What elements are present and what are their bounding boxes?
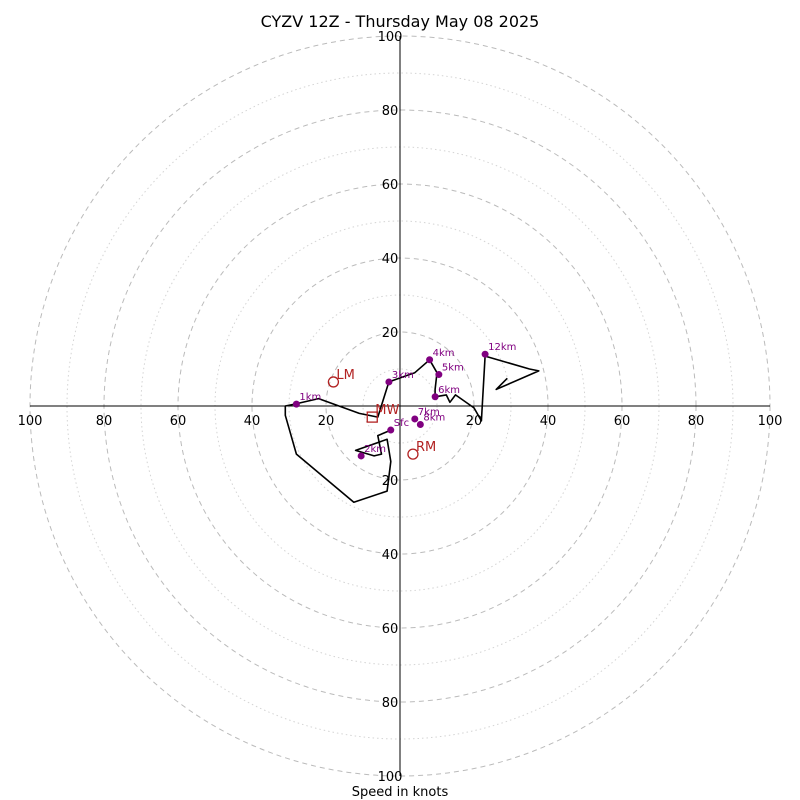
tick-label-right-60: 60 [614,414,631,429]
x-axis-label: Speed in knots [352,785,449,800]
tick-label-left-20: 20 [318,414,335,429]
tick-label-right-80: 80 [688,414,705,429]
tick-label-left-60: 60 [170,414,187,429]
height-label-7km: 7km [418,407,440,418]
height-marker-Sfc [387,426,395,434]
tick-label-left-80: 80 [96,414,113,429]
tick-labels: 100 80 60 40 20 20 40 60 80 100 100 80 60 40 20 20 40 60 8… [18,30,783,785]
height-marker-5km [435,371,443,379]
height-label-2km: 2km [364,444,386,455]
height-label-5km: 5km [442,363,464,374]
storm-motion-label-MW: MW [375,403,399,418]
chart-title: CYZV 12Z - Thursday May 08 2025 [261,12,540,31]
tick-label-top-60: 60 [382,178,399,193]
tick-label-bottom-40: 40 [382,548,399,563]
height-marker-1km [292,400,300,408]
height-label-8km: 8km [423,413,445,424]
tick-label-left-40: 40 [244,414,261,429]
axes [30,36,770,776]
height-marker-8km [416,421,424,428]
tick-label-bottom-100: 100 [378,770,403,785]
tick-label-top-100: 100 [378,30,403,45]
storm-motion-marker-RM [407,448,419,460]
tick-label-right-100: 100 [758,414,783,429]
height-marker-2km [357,452,365,460]
height-marker-6km [431,393,439,401]
tick-label-bottom-60: 60 [382,622,399,637]
tick-label-top-20: 20 [382,326,399,341]
height-marker-7km [411,415,419,423]
tick-label-top-80: 80 [382,104,399,119]
tick-label-top-40: 40 [382,252,399,267]
storm-motion-label-RM: RM [416,440,436,455]
tick-label-left-100: 100 [18,414,43,429]
tick-label-right-40: 40 [540,414,557,429]
height-marker-3km [385,378,393,386]
height-label-12km: 12km [488,342,516,353]
height-label-Sfc: Sfc [394,418,409,429]
storm-motion-markers: LM RM MW [327,368,436,460]
storm-motion-marker-LM [327,376,340,388]
height-label-1km: 1km [299,392,321,403]
height-label-3km: 3km [392,370,414,381]
storm-motion-label-LM: LM [336,368,354,383]
tick-label-bottom-20: 20 [382,474,399,489]
height-marker-4km [426,356,434,364]
tick-label-right-20: 20 [466,414,483,429]
height-label-6km: 6km [438,385,460,396]
height-label-4km: 4km [433,348,455,359]
tick-label-bottom-80: 80 [382,696,399,711]
storm-motion-marker-MW [366,411,378,423]
height-marker-12km [481,350,489,358]
